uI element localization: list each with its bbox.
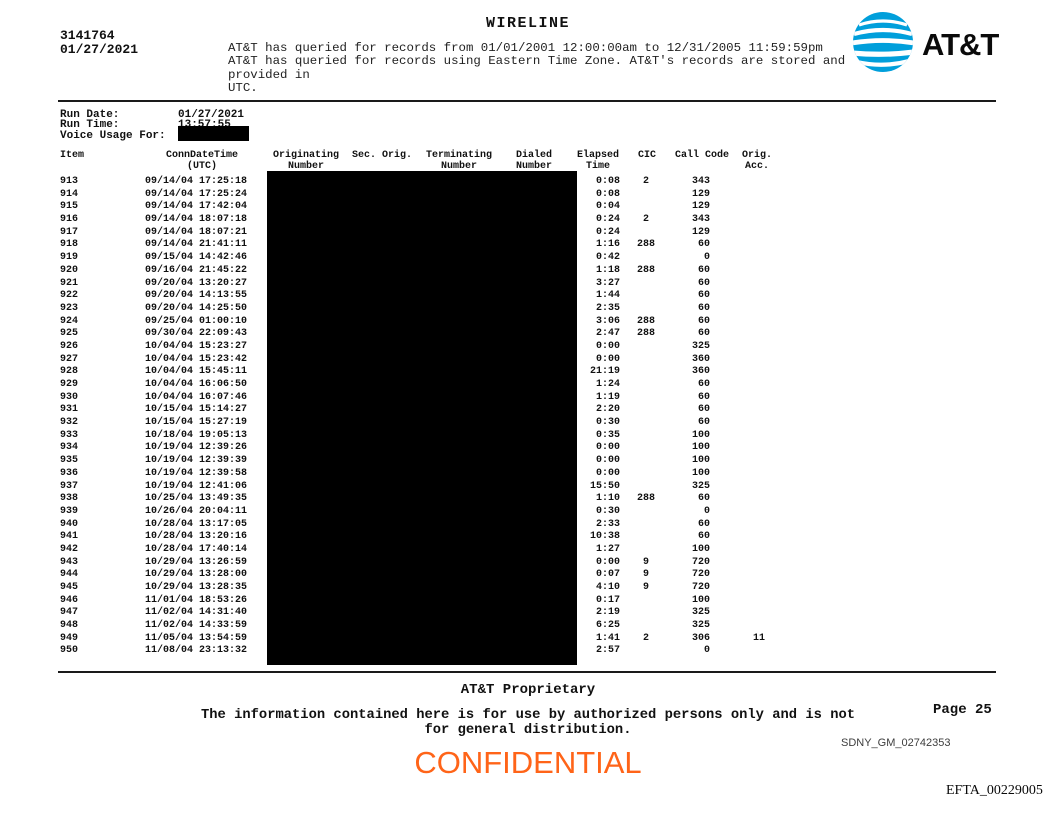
bates-number-efta: EFTA_00229005 <box>946 783 1043 798</box>
bates-number-sdny: SDNY_GM_02742353 <box>841 737 951 749</box>
table-row: 916 09/14/04 18:07:18 0:24 2 343 <box>60 214 710 226</box>
table-row: 924 09/25/04 01:00:10 3:06 288 60 <box>60 315 710 327</box>
bottom-divider <box>58 671 996 673</box>
run-time-row: Run Time: 13:57:55 <box>60 119 244 132</box>
table-row: 937 10/19/04 12:41:06 15:50 325 <box>60 480 710 492</box>
table-row: 920 09/16/04 21:45:22 1:18 288 60 <box>60 264 710 276</box>
col-header-cic: CIC <box>637 150 656 161</box>
col-header-conndatetime: ConnDateTime (UTC) <box>165 150 238 172</box>
voice-usage-row: Voice Usage For: <box>60 129 244 142</box>
col-header-dialed: Dialed Number <box>515 150 552 172</box>
table-row: 943 10/29/04 13:26:59 0:00 9 720 <box>60 556 710 568</box>
top-divider <box>58 100 996 102</box>
numbers-redaction-box <box>267 171 577 665</box>
table-row: 946 11/01/04 18:53:26 0:17 100 <box>60 594 710 606</box>
run-date-row: Run Date: 01/27/2021 <box>60 109 245 121</box>
confidential-stamp: CONFIDENTIAL <box>414 745 642 780</box>
document-date: 01/27/2021 <box>60 42 139 57</box>
run-date-value: 01/27/2021 <box>178 109 245 121</box>
col-header-terminating: Terminating Number <box>425 150 492 172</box>
table-row: 914 09/14/04 17:25:24 0:08 129 <box>60 188 710 200</box>
table-row: 939 10/26/04 20:04:11 0:30 0 <box>60 505 710 517</box>
table-row: 945 10/29/04 13:28:35 4:10 9 720 <box>60 582 710 593</box>
table-row: 941 10/28/04 13:20:16 10:38 60 <box>60 531 710 543</box>
att-logo: AT&T <box>853 12 999 77</box>
table-row: 931 10/15/04 15:14:27 2:20 60 <box>60 404 710 416</box>
table-row: 918 09/14/04 21:41:11 1:16 288 60 <box>60 239 710 251</box>
proprietary-notice: AT&T Proprietary <box>460 682 596 698</box>
table-row: 929 10/04/04 16:06:50 1:24 60 <box>60 379 710 390</box>
voice-usage-redaction-box <box>178 126 249 141</box>
page-title: WIRELINE <box>485 15 570 32</box>
att-globe-icon <box>853 12 913 77</box>
table-row: 926 10/04/04 15:23:27 0:00 325 <box>60 340 710 352</box>
document-id-block: 3141764 01/27/2021 <box>60 29 138 57</box>
col-header-elapsed: Elapsed Time <box>576 150 619 172</box>
table-row: 928 10/04/04 15:45:11 21:19 360 <box>60 366 710 378</box>
table-row: 933 10/18/04 19:05:13 0:35 100 <box>60 429 710 441</box>
table-row: 938 10/25/04 13:49:35 1:10 288 60 <box>60 493 710 505</box>
col-header-item: Item <box>60 150 85 161</box>
table-row: 925 09/30/04 22:09:43 2:47 288 60 <box>60 328 710 340</box>
table-row: 913 09/14/04 17:25:18 0:08 2 343 <box>60 176 710 187</box>
table-row: 944 10/29/04 13:28:00 0:07 9 720 <box>60 569 710 581</box>
table-row: 936 10/19/04 12:39:58 0:00 100 <box>60 467 710 479</box>
table-row: 942 10/28/04 17:40:14 1:27 100 <box>60 543 710 555</box>
run-info-block: Run Date: 01/27/2021 Run Time: 13:57:55 … <box>60 109 245 142</box>
table-row: 921 09/20/04 13:20:27 3:27 60 <box>60 277 710 289</box>
page-number: Page 25 <box>933 702 992 718</box>
table-row: 950 11/08/04 23:13:32 2:57 0 <box>60 645 710 657</box>
table-row: 935 10/19/04 12:39:39 0:00 100 <box>60 455 710 467</box>
col-header-call-code: Call Code <box>674 150 729 161</box>
run-date-label: Run Date: <box>60 109 120 121</box>
table-row: 932 10/15/04 15:27:19 0:30 60 <box>60 417 710 429</box>
records-table-body: 913 09/14/04 17:25:18 0:08 2 343 914 09/14/04 … <box>0 176 1056 658</box>
run-time-value: 13:57:55 <box>178 120 231 131</box>
table-row: 917 09/14/04 18:07:21 0:24 129 <box>60 226 710 238</box>
table-row: 919 09/15/04 14:42:46 0:42 0 <box>60 252 710 264</box>
table-row: 948 11/02/04 14:33:59 6:25 325 <box>60 620 710 632</box>
col-header-orig-acc: Orig. Acc. <box>741 150 772 172</box>
distribution-notice: The information contained here is for us… <box>200 708 856 738</box>
table-row: 923 09/20/04 14:25:50 2:35 60 <box>60 302 710 314</box>
col-header-sec-orig: Sec. Orig. <box>351 150 412 161</box>
att-logo-text: AT&T <box>922 26 999 62</box>
table-row: 949 11/05/04 13:54:59 1:41 2 306 11 <box>60 632 765 644</box>
voice-usage-label: Voice Usage For: <box>60 129 166 142</box>
document-number: 3141764 <box>60 28 115 43</box>
run-time-label: Run Time: <box>60 119 120 132</box>
query-notice: AT&T has queried for records from 01/01/… <box>228 41 846 96</box>
table-row: 927 10/04/04 15:23:42 0:00 360 <box>60 353 710 365</box>
table-row: 915 09/14/04 17:42:04 0:04 129 <box>60 201 710 213</box>
table-row: 934 10/19/04 12:39:26 0:00 100 <box>60 442 710 454</box>
table-row: 940 10/28/04 13:17:05 2:33 60 <box>60 518 710 530</box>
col-header-originating: Originating Number <box>272 150 339 172</box>
table-row: 922 09/20/04 14:13:55 1:44 60 <box>60 290 710 302</box>
table-row: 930 10/04/04 16:07:46 1:19 60 <box>60 391 710 403</box>
table-row: 947 11/02/04 14:31:40 2:19 325 <box>60 607 710 619</box>
